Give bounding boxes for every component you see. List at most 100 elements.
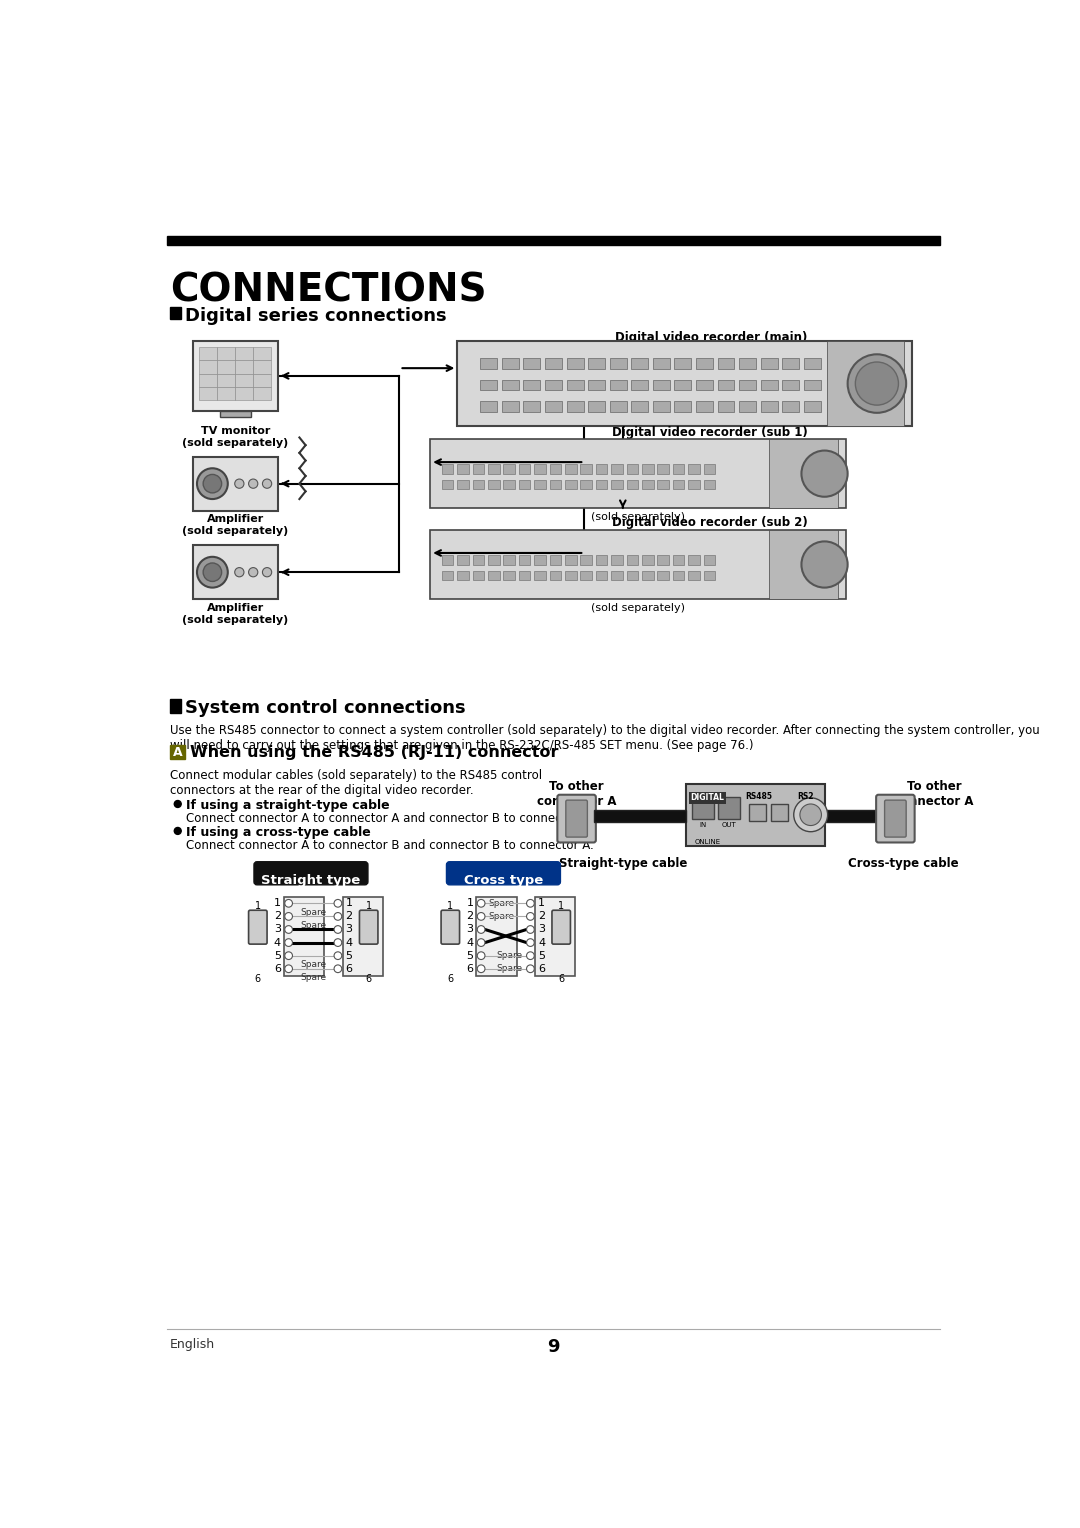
Text: 1: 1 [346,898,352,908]
Bar [481,358,497,368]
FancyBboxPatch shape [885,801,906,837]
Bar [589,402,605,413]
Circle shape [334,912,341,920]
Bar [658,465,669,474]
Circle shape [234,480,244,489]
Bar [284,897,324,976]
Text: 4: 4 [346,938,353,947]
Text: 6: 6 [255,975,261,984]
Circle shape [477,926,485,934]
Bar [739,380,756,391]
Bar [782,380,799,391]
Bar [457,555,469,564]
Text: CONNECTIONS: CONNECTIONS [170,272,487,310]
Bar [688,555,700,564]
Text: IN: IN [699,822,706,828]
Text: 2: 2 [274,911,281,921]
Text: Amplifier
(sold separately): Amplifier (sold separately) [183,604,288,625]
Bar [782,402,799,413]
Bar [524,380,540,391]
Text: Spare: Spare [300,960,326,969]
Bar [674,380,691,391]
Text: RS2: RS2 [797,792,813,801]
Bar [457,465,469,474]
Bar [473,465,484,474]
Bar [253,373,271,387]
Text: (sold separately): (sold separately) [591,604,685,613]
Circle shape [527,952,535,960]
Bar [200,361,217,373]
Bar [442,480,454,489]
Text: Spare: Spare [489,898,515,908]
Text: Connect connector A to connector A and connector B to connector B.: Connect connector A to connector A and c… [186,813,594,825]
Text: To other
connector A: To other connector A [894,781,974,808]
Bar [502,402,518,413]
Text: Spare: Spare [489,912,515,921]
Text: OUT: OUT [721,822,737,828]
Bar [739,402,756,413]
Bar [442,570,454,581]
Circle shape [527,938,535,946]
Bar [565,465,577,474]
Text: 6: 6 [366,975,372,984]
Bar [704,465,715,474]
Bar [626,570,638,581]
Bar [253,361,271,373]
Text: If using a cross-type cable: If using a cross-type cable [186,827,370,839]
Bar [696,358,713,368]
Circle shape [285,952,293,960]
Bar [524,358,540,368]
Circle shape [203,562,221,582]
Bar [481,402,497,413]
Bar [750,804,766,821]
Bar [580,570,592,581]
FancyBboxPatch shape [557,795,596,842]
Bar [550,465,562,474]
Bar [673,555,685,564]
Bar [235,387,253,400]
Circle shape [197,468,228,500]
Text: A: A [173,746,183,759]
Text: (sold separately): (sold separately) [591,512,685,523]
Bar [589,380,605,391]
Bar [632,402,648,413]
Bar [626,555,638,564]
Bar [473,480,484,489]
Bar [457,480,469,489]
Bar [518,555,530,564]
Circle shape [794,798,827,831]
Bar [739,358,756,368]
Text: 4: 4 [467,938,473,947]
Text: 4: 4 [274,938,281,947]
Bar [688,480,700,489]
Text: Digital video recorder (main): Digital video recorder (main) [616,332,808,344]
Bar [342,897,382,976]
Bar [535,897,575,976]
Bar [488,465,500,474]
Bar [476,897,516,976]
Bar [200,347,217,361]
Bar [550,570,562,581]
Text: Digital series connections: Digital series connections [186,307,447,324]
Bar [200,373,217,387]
Circle shape [527,900,535,908]
Circle shape [262,480,272,489]
Bar [217,387,234,400]
Bar [704,555,715,564]
Text: To other
connector A: To other connector A [537,781,617,808]
Text: Digital video recorder (sub 2): Digital video recorder (sub 2) [612,516,808,529]
Bar [642,480,653,489]
Bar [658,480,669,489]
Bar [502,358,518,368]
Circle shape [855,362,899,405]
Text: 3: 3 [538,924,545,935]
Bar [217,347,234,361]
Bar [430,530,846,599]
Bar [611,570,623,581]
FancyBboxPatch shape [566,801,588,837]
Text: Cross type: Cross type [463,874,543,888]
Circle shape [801,541,848,588]
Bar [170,700,180,714]
Bar [193,457,278,510]
Circle shape [334,964,341,973]
